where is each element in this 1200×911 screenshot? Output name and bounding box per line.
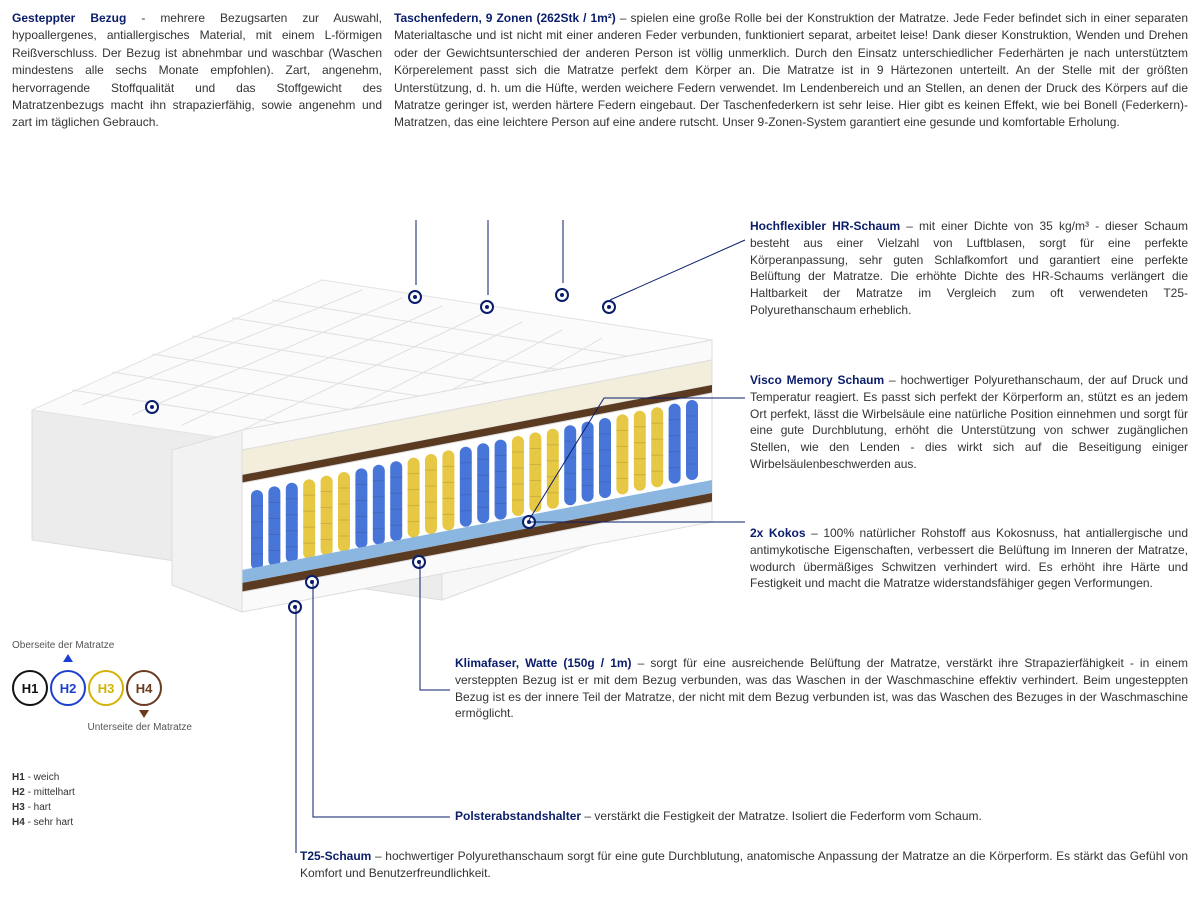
cover-sep: - [126,11,160,25]
bottom-side-label: Unterseite der Matratze [88,722,193,733]
firmness-circle-h3: H3 [88,670,124,706]
marker-klima [412,555,426,569]
polster-desc: Polsterabstandshalter – verstärkt die Fe… [455,808,1188,825]
cover-title: Gesteppter Bezug [12,11,126,25]
firmness-legend-row: H3 - hart [12,800,232,815]
firmness-circle-h4: H4 [126,670,162,706]
marker-kokos [522,515,536,529]
springs-description: Taschenfedern, 9 Zonen (262Stk / 1m²) – … [394,10,1188,132]
firmness-legend-row: H4 - sehr hart [12,815,232,830]
polster-title: Polsterabstandshalter [455,809,581,823]
firmness-circle-h1: H1 [12,670,48,706]
hr-foam-desc: Hochflexibler HR-Schaum – mit einer Dich… [750,218,1188,319]
marker-visco [602,300,616,314]
marker-t25 [288,600,302,614]
klima-title: Klimafaser, Watte (150g / 1m) [455,656,632,670]
marker-polster [305,575,319,589]
firmness-legend: H1 - weichH2 - mittelhartH3 - hartH4 - s… [12,770,232,830]
cover-body: mehrere Bezugsarten zur Auswahl, hypoall… [12,11,382,129]
springs-body: spielen eine große Rolle bei der Konstru… [394,11,1188,129]
klima-desc: Klimafaser, Watte (150g / 1m) – sorgt fü… [455,655,1188,722]
mattress-illustration [22,240,722,580]
firmness-legend-row: H2 - mittelhart [12,785,232,800]
springs-title: Taschenfedern, 9 Zonen (262Stk / 1m²) [394,11,616,25]
marker-springs-1 [480,300,494,314]
visco-desc: Visco Memory Schaum – hochwertiger Polyu… [750,372,1188,473]
kokos-title: 2x Kokos [750,526,806,540]
visco-title: Visco Memory Schaum [750,373,884,387]
marker-cover [145,400,159,414]
t25-title: T25-Schaum [300,849,371,863]
marker-hr [408,290,422,304]
t25-desc: T25-Schaum – hochwertiger Polyurethansch… [300,848,1188,882]
firmness-circle-h2: H2 [50,670,86,706]
top-side-label: Oberseite der Matratze [12,640,114,651]
firmness-selector: Oberseite der Matratze H1H2H3H4 Untersei… [12,640,232,830]
cover-description: Gesteppter Bezug - mehrere Bezugsarten z… [12,10,382,132]
springs-sep: – [616,11,631,25]
hr-title: Hochflexibler HR-Schaum [750,219,900,233]
firmness-legend-row: H1 - weich [12,770,232,785]
kokos-desc: 2x Kokos – 100% natürlicher Rohstoff aus… [750,525,1188,592]
marker-springs-2 [555,288,569,302]
